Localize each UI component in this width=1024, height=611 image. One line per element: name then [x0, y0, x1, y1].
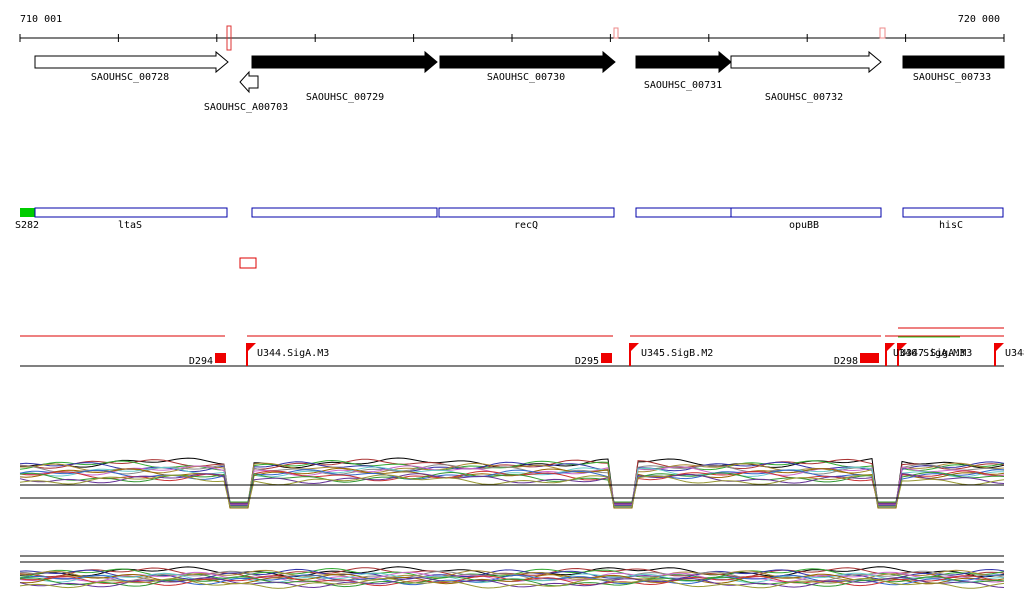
ruler-end: 720 000 [958, 14, 1000, 25]
region-box [34, 207, 228, 218]
gene-arrow [251, 50, 438, 74]
gene-arrow [439, 50, 616, 74]
gene-track: SAOUHSC_00728 SAOUHSC_A00703 SAOUHSC_00729… [34, 50, 1005, 113]
gene-label: SAOUHSC_00729 [306, 92, 384, 103]
trace [19, 474, 1005, 507]
trace [19, 464, 1005, 503]
feature-label: U348 [1005, 348, 1024, 359]
trace [19, 473, 1005, 504]
ruler-start: 710 001 [20, 14, 62, 25]
gene-label: SAOUHSC_00728 [91, 72, 169, 83]
gene-arrow [34, 50, 229, 74]
expression-track [19, 457, 1005, 589]
feature-block [601, 353, 612, 363]
flag [247, 343, 256, 352]
trace [19, 471, 1005, 503]
flag [898, 343, 907, 352]
feature-label: D295 [575, 356, 599, 367]
marker [226, 25, 232, 51]
feature-label: U345.SigB.M2 [641, 348, 713, 359]
trace [19, 570, 1005, 582]
trace [19, 567, 1005, 579]
feature-block [868, 353, 879, 363]
gene-label: SAOUHSC_00732 [765, 92, 843, 103]
region-box [239, 257, 257, 269]
gene-label: SAOUHSC_A00703 [204, 102, 288, 113]
region-label: S282 [15, 220, 39, 231]
trace [19, 577, 1005, 589]
feature-label: U347.SigA.M3 [900, 348, 972, 359]
gene-arrow [239, 70, 259, 94]
trace [19, 458, 1005, 508]
region-box [438, 207, 615, 218]
feature-label: D294 [189, 356, 213, 367]
flag [630, 343, 639, 352]
feature-block [215, 353, 226, 363]
gene-arrow [902, 55, 1005, 69]
feature-label: D298 [834, 356, 858, 367]
feature-block [860, 353, 871, 363]
trace [19, 466, 1005, 508]
region-track: S282 ltaS recQ opuBB hisC [15, 207, 1004, 231]
region-box [251, 207, 438, 218]
gene-label: SAOUHSC_00730 [487, 72, 565, 83]
region-box [902, 207, 1004, 218]
region-label: recQ [514, 220, 538, 231]
flag [886, 343, 895, 352]
region-box [20, 208, 35, 217]
trace [19, 467, 1005, 509]
marker [613, 27, 619, 39]
feature-track: D294 U344.SigA.M3 D295 U345.SigB.M2 D298 U346… [20, 327, 1024, 367]
ruler-ticks [19, 34, 1005, 42]
region-label: hisC [939, 220, 963, 231]
gene-label: SAOUHSC_00731 [644, 80, 722, 91]
trace [19, 575, 1005, 587]
region-label: ltaS [118, 220, 142, 231]
gene-arrow [635, 50, 732, 74]
flag [995, 343, 1004, 352]
gene-label: SAOUHSC_00733 [913, 72, 991, 83]
region-label: opuBB [789, 220, 819, 231]
trace [19, 459, 1005, 509]
region-box [635, 207, 732, 218]
trace [19, 577, 1005, 589]
region-box [730, 207, 882, 218]
trace [20, 462, 1005, 504]
marker [879, 27, 886, 39]
feature-label: U344.SigA.M3 [257, 348, 329, 359]
feature-label: U346.SigA.M3 [893, 348, 965, 359]
gene-arrow [730, 50, 882, 74]
